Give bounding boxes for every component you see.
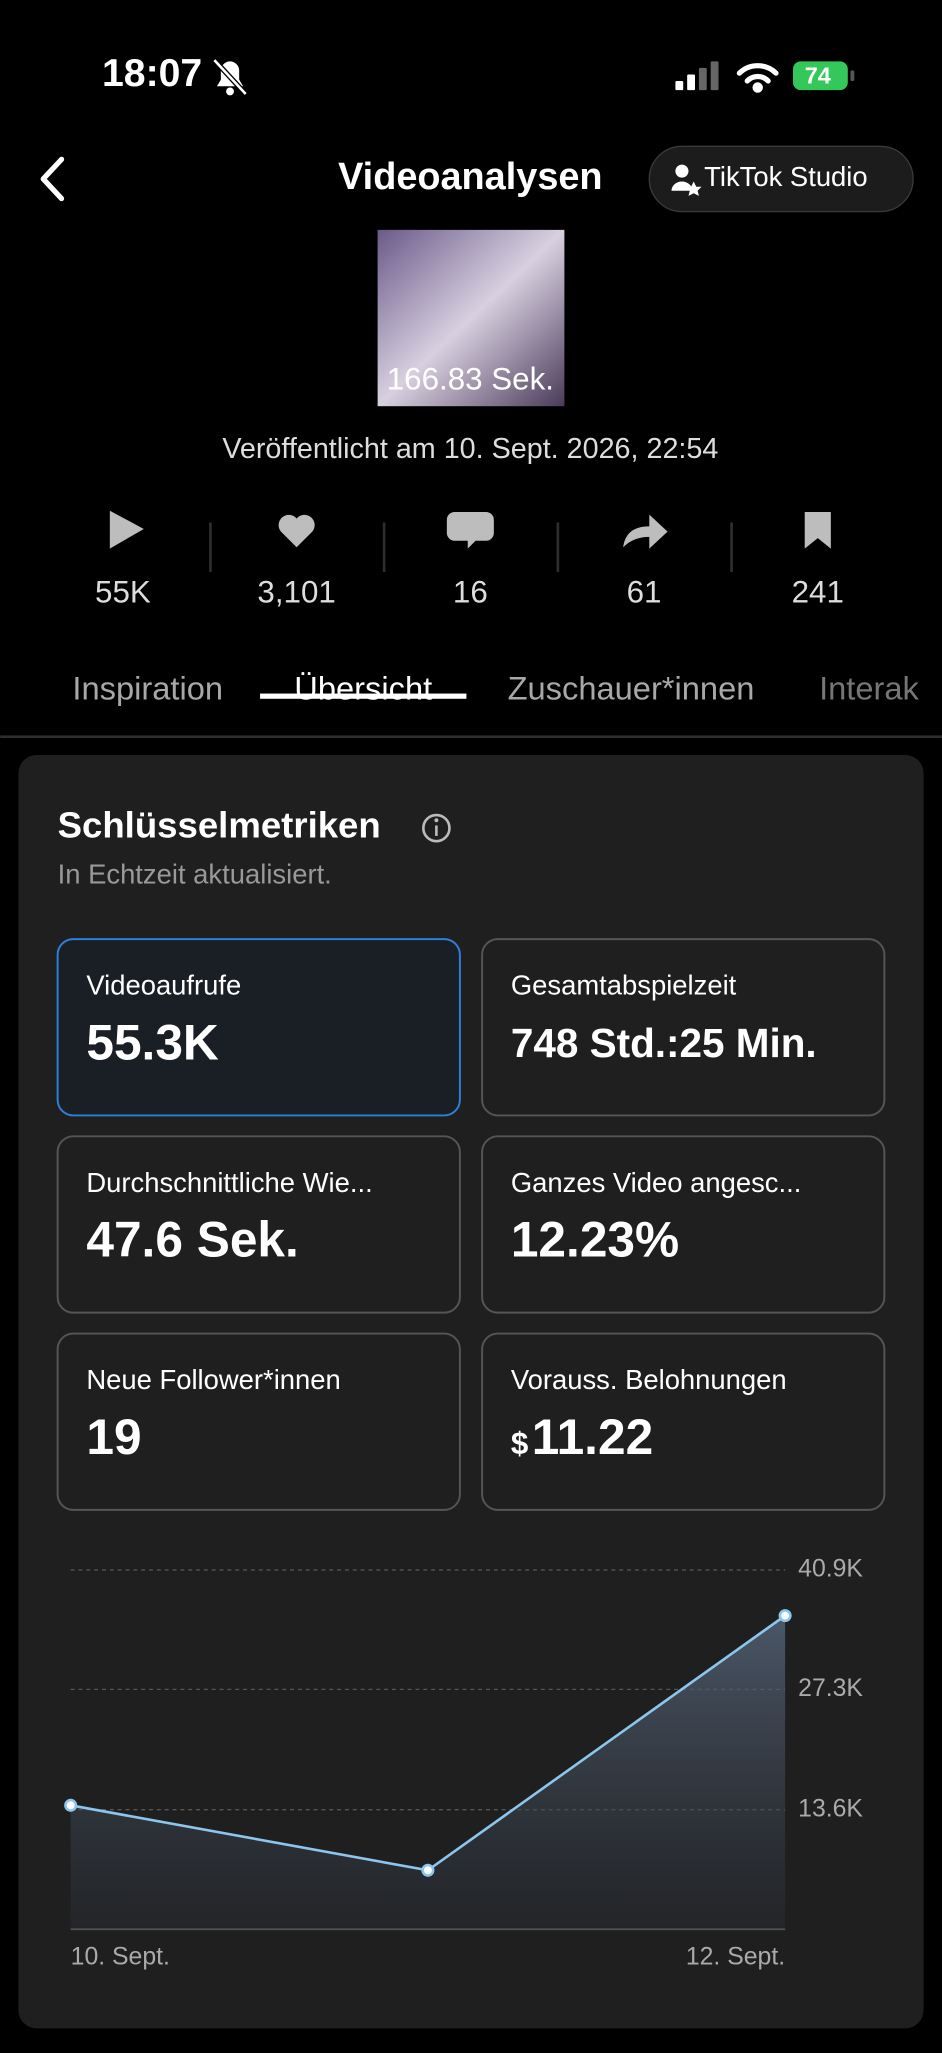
comments-icon (446, 512, 494, 549)
metric-cards: Videoaufrufe 55.3K Gesamtabspielzeit 748 St… (56, 938, 886, 1511)
section-subtitle: In Echtzeit aktualisiert. (58, 859, 332, 890)
metric-value: 19 (86, 1409, 141, 1465)
metric-card[interactable] (56, 938, 461, 1117)
stat-icons (109, 510, 831, 549)
data-point (421, 1863, 435, 1877)
metric-value: 55.3K (86, 1014, 219, 1070)
metric-currency: $ (511, 1426, 528, 1461)
metric-label: Durchschnittliche Wie... (86, 1167, 372, 1198)
chart: 13.6K 27.3K 40.9K 10. Sept. 12. Sept. (64, 1556, 863, 1970)
metric-value: 11.22 (532, 1409, 653, 1465)
publish-date: Veröffentlicht am 10. Sept. 2026, 22:54 (222, 433, 718, 465)
tab-indicator (260, 693, 467, 699)
battery (792, 61, 848, 91)
metric-label: Neue Follower*innen (86, 1364, 340, 1395)
studio-button[interactable] (648, 145, 914, 213)
metric-card[interactable] (56, 1332, 461, 1511)
tab[interactable]: Zuschauer*innen (508, 670, 755, 707)
y-tick-label: 27.3K (798, 1675, 863, 1702)
battery-cap (850, 70, 855, 81)
metric-value: 12.23% (511, 1212, 679, 1268)
metric-label: Gesamtabspielzeit (511, 970, 737, 1001)
shares-icon (623, 514, 668, 549)
stat-dividers (209, 522, 733, 573)
tab[interactable]: Interak (819, 670, 919, 707)
section-title: Schlüsselmetriken (58, 805, 381, 846)
data-point (64, 1798, 78, 1812)
data-point (778, 1609, 792, 1623)
tab-active[interactable]: Übersicht (294, 670, 432, 707)
views-icon (109, 510, 144, 549)
metric-card[interactable] (481, 1135, 886, 1314)
metric-label: Videoaufrufe (86, 970, 241, 1001)
saves-icon (804, 512, 831, 549)
area-fill (70, 1615, 786, 1930)
video-thumbnail[interactable] (377, 229, 565, 407)
saves-count: 241 (792, 575, 844, 610)
page-title: Videoanalysen (338, 156, 602, 198)
likes-icon (278, 514, 315, 548)
shares-count: 61 (627, 575, 662, 610)
metric-value: 748 Std.:25 Min. (511, 1020, 817, 1066)
mute-icon (212, 58, 248, 96)
likes-count: 3,101 (257, 575, 335, 610)
metric-card[interactable] (481, 938, 886, 1117)
metric-label: Ganzes Video angesc... (511, 1167, 802, 1198)
wifi-icon (736, 63, 779, 93)
x-tick-label: 10. Sept. (71, 1943, 170, 1970)
comments-count: 16 (453, 575, 488, 610)
clock: 18:07 (102, 52, 202, 95)
studio-icon (671, 164, 702, 196)
info-icon[interactable] (422, 813, 451, 843)
metric-label: Vorauss. Belohnungen (511, 1364, 787, 1395)
y-tick-label: 13.6K (798, 1795, 863, 1822)
y-tick-label: 40.9K (798, 1556, 863, 1583)
studio-button-label[interactable]: TikTok Studio (704, 161, 868, 192)
metric-card[interactable] (481, 1332, 886, 1511)
signal-icon (675, 61, 719, 91)
metric-value: 47.6 Sek. (86, 1212, 298, 1268)
battery-level: 74 (805, 62, 831, 88)
tab[interactable]: Inspiration (72, 670, 223, 707)
video-duration: 166.83 Sek. (387, 362, 554, 397)
metric-card[interactable] (56, 1135, 461, 1314)
views-count: 55K (95, 575, 151, 610)
back-button[interactable] (40, 156, 65, 202)
x-tick-label: 12. Sept. (686, 1943, 785, 1970)
